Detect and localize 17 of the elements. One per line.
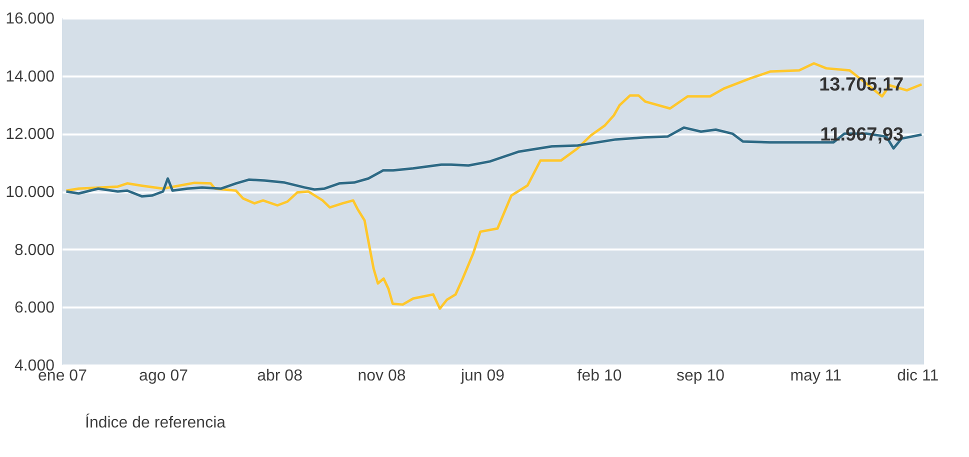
x-tick-label: feb 10 (577, 368, 622, 384)
x-tick-label: sep 10 (676, 368, 725, 384)
x-tick-label: nov 08 (358, 368, 406, 384)
line-series (65, 126, 923, 198)
line-series (65, 62, 923, 310)
y-tick-label: 8.000 (14, 242, 55, 259)
y-tick-label: 10.000 (6, 184, 55, 201)
x-tick-label: jun 09 (460, 368, 505, 384)
x-tick-label: ago 07 (139, 368, 188, 384)
y-tick-label: 12.000 (6, 126, 55, 144)
text: Índice de referencia (85, 414, 226, 432)
x-tick-label: dic 11 (897, 368, 939, 384)
y-tick-label: 16.000 (6, 10, 55, 28)
y-tick-label: 6.000 (14, 300, 55, 317)
y-tick-label: 14.000 (6, 68, 55, 86)
x-tick-label: abr 08 (257, 368, 303, 384)
x-tick-label: may 11 (790, 368, 842, 384)
